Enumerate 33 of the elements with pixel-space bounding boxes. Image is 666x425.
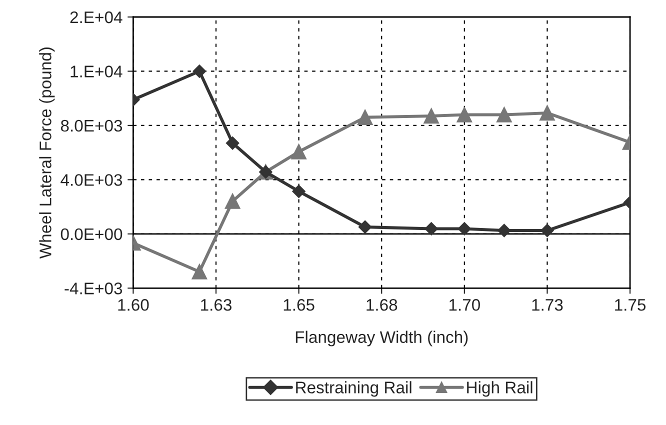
x-tick-label: 1.75: [615, 299, 646, 311]
point: [496, 107, 512, 122]
point: [192, 64, 206, 78]
y-tick-label: 8.0E+03: [60, 120, 122, 132]
point: [292, 184, 306, 198]
point: [226, 136, 240, 150]
y-axis-title: Wheel Lateral Force (pound): [39, 48, 55, 259]
point: [357, 110, 373, 125]
point: [358, 220, 372, 234]
point: [498, 224, 511, 238]
point: [424, 222, 438, 236]
x-tick-label: 1.73: [532, 299, 563, 311]
y-tick-label: 0.0E+00: [60, 228, 122, 240]
point: [458, 222, 472, 236]
point: [192, 264, 208, 280]
y-tick-label: 1.E+04: [70, 66, 122, 78]
y-tick-label: 4.0E+03: [60, 174, 122, 186]
point: [540, 105, 555, 121]
legend-label: Restraining Rail: [296, 381, 412, 397]
point: [224, 194, 240, 209]
y-tick-label: -4.E+03: [64, 282, 122, 294]
point: [456, 107, 472, 122]
point: [424, 108, 439, 124]
x-tick-label: 1.70: [449, 299, 480, 311]
point: [540, 224, 554, 238]
point: [291, 144, 306, 160]
y-tick-label: 2.E+04: [70, 11, 122, 24]
x-tick-label: 1.60: [118, 299, 149, 311]
x-axis-title: Flangeway Width (inch): [296, 330, 468, 346]
x-tick-label: 1.63: [201, 299, 232, 311]
x-tick-label: 1.68: [366, 299, 398, 311]
legend-label: High Rail: [467, 381, 532, 397]
x-tick-label: 1.65: [284, 299, 314, 311]
